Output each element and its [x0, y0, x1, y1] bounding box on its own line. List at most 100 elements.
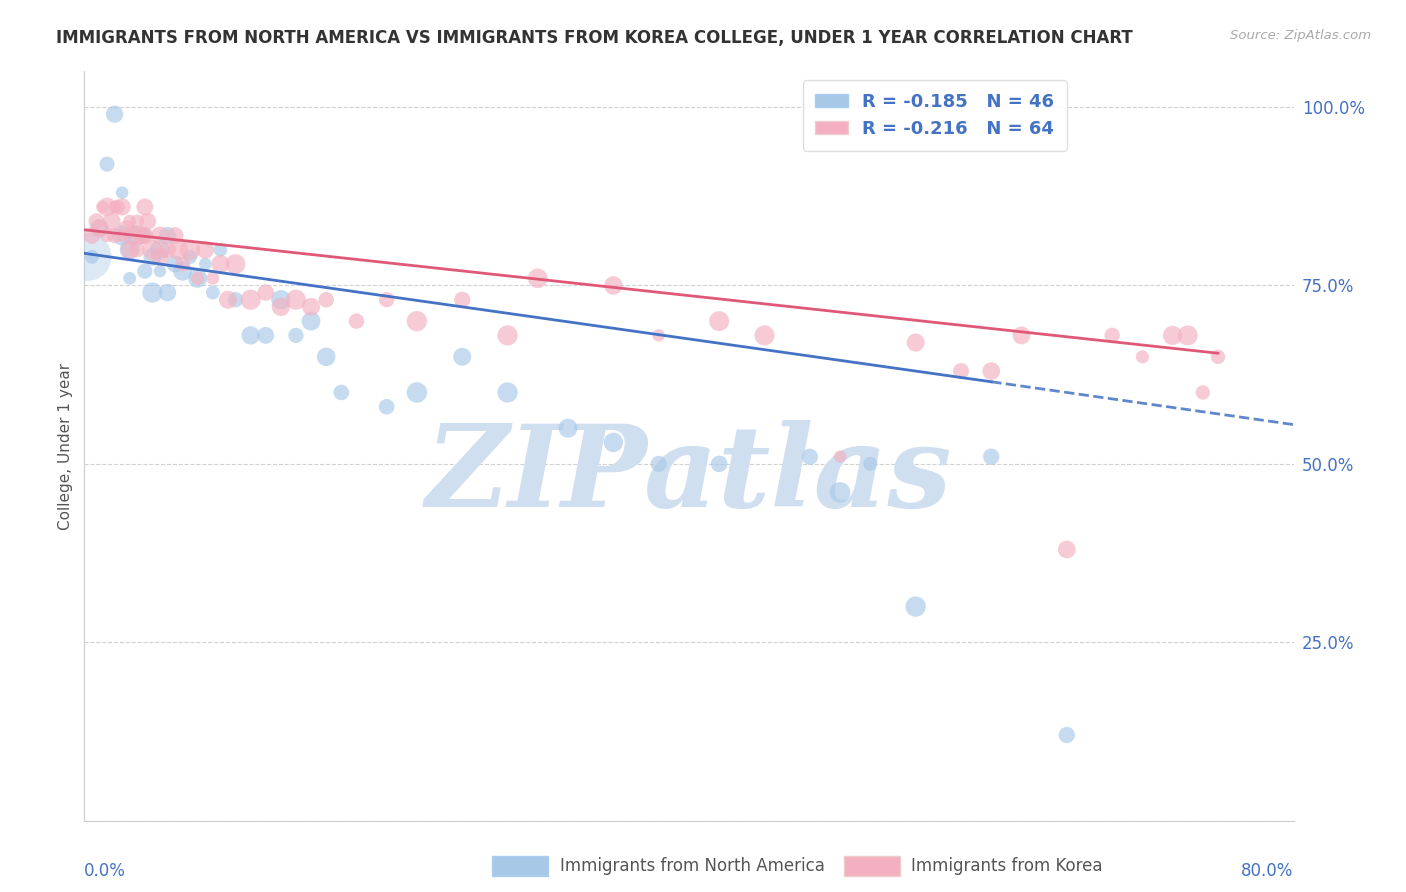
Point — [496, 328, 519, 343]
Point — [602, 278, 624, 293]
Point — [156, 285, 179, 300]
Point — [1161, 328, 1184, 343]
Point — [194, 243, 217, 257]
Point — [131, 228, 153, 243]
Point — [76, 250, 98, 264]
Point — [225, 293, 247, 307]
Point — [239, 293, 262, 307]
Point — [406, 314, 429, 328]
Point — [496, 385, 519, 400]
Point — [115, 221, 138, 235]
Point — [859, 457, 882, 471]
Point — [104, 228, 127, 243]
Point — [141, 250, 163, 264]
Point — [602, 435, 624, 450]
Text: Immigrants from North America: Immigrants from North America — [560, 857, 824, 875]
Point — [648, 328, 671, 343]
Point — [1011, 328, 1033, 343]
Point — [141, 243, 163, 257]
Point — [149, 250, 172, 264]
Point — [165, 257, 187, 271]
Point — [86, 214, 108, 228]
Point — [127, 243, 149, 257]
Point — [375, 400, 398, 414]
Point — [557, 421, 579, 435]
Point — [1177, 328, 1199, 343]
Point — [1056, 728, 1078, 742]
Text: 80.0%: 80.0% — [1241, 862, 1294, 880]
Point — [330, 385, 353, 400]
Point — [111, 200, 134, 214]
Point — [172, 257, 194, 271]
Point — [451, 293, 474, 307]
Point — [239, 328, 262, 343]
Point — [315, 293, 337, 307]
Point — [156, 228, 179, 243]
Point — [315, 350, 337, 364]
Point — [209, 257, 232, 271]
Point — [134, 264, 156, 278]
Point — [201, 271, 224, 285]
Point — [149, 228, 172, 243]
Point — [134, 228, 156, 243]
Point — [118, 243, 141, 257]
Point — [187, 271, 209, 285]
Text: ZIPatlas: ZIPatlas — [426, 420, 952, 532]
Point — [285, 328, 308, 343]
Point — [136, 214, 159, 228]
Text: Source: ZipAtlas.com: Source: ZipAtlas.com — [1230, 29, 1371, 42]
Point — [217, 293, 239, 307]
Point — [100, 214, 122, 228]
Y-axis label: College, Under 1 year: College, Under 1 year — [58, 362, 73, 530]
Point — [96, 228, 118, 243]
Point — [799, 450, 821, 464]
Point — [904, 335, 927, 350]
Point — [1206, 350, 1229, 364]
Point — [225, 257, 247, 271]
Point — [111, 228, 134, 243]
Point — [104, 200, 127, 214]
Point — [80, 228, 103, 243]
Point — [254, 285, 277, 300]
Point — [209, 243, 232, 257]
Point — [179, 250, 201, 264]
Point — [134, 200, 156, 214]
Point — [121, 228, 143, 243]
Point — [80, 250, 103, 264]
Point — [127, 214, 149, 228]
Point — [830, 450, 852, 464]
Point — [709, 314, 731, 328]
Point — [299, 314, 322, 328]
Text: Immigrants from Korea: Immigrants from Korea — [911, 857, 1102, 875]
Point — [187, 271, 209, 285]
Point — [91, 200, 114, 214]
Point — [111, 186, 134, 200]
Point — [527, 271, 550, 285]
Point — [118, 271, 141, 285]
Point — [950, 364, 973, 378]
Point — [451, 350, 474, 364]
Point — [167, 243, 190, 257]
Point — [980, 450, 1002, 464]
Point — [89, 221, 111, 235]
Point — [118, 214, 141, 228]
Point — [165, 228, 187, 243]
Point — [96, 157, 118, 171]
Point — [754, 328, 776, 343]
Point — [134, 228, 156, 243]
Point — [1130, 350, 1153, 364]
Point — [107, 200, 129, 214]
Legend: R = -0.185   N = 46, R = -0.216   N = 64: R = -0.185 N = 46, R = -0.216 N = 64 — [803, 80, 1067, 151]
Point — [96, 200, 118, 214]
Point — [285, 293, 308, 307]
Point — [346, 314, 368, 328]
Point — [89, 221, 111, 235]
Point — [149, 243, 172, 257]
Point — [270, 293, 292, 307]
Point — [709, 457, 731, 471]
Point — [299, 300, 322, 314]
Point — [201, 285, 224, 300]
Point — [111, 228, 134, 243]
Point — [904, 599, 927, 614]
Point — [830, 485, 852, 500]
